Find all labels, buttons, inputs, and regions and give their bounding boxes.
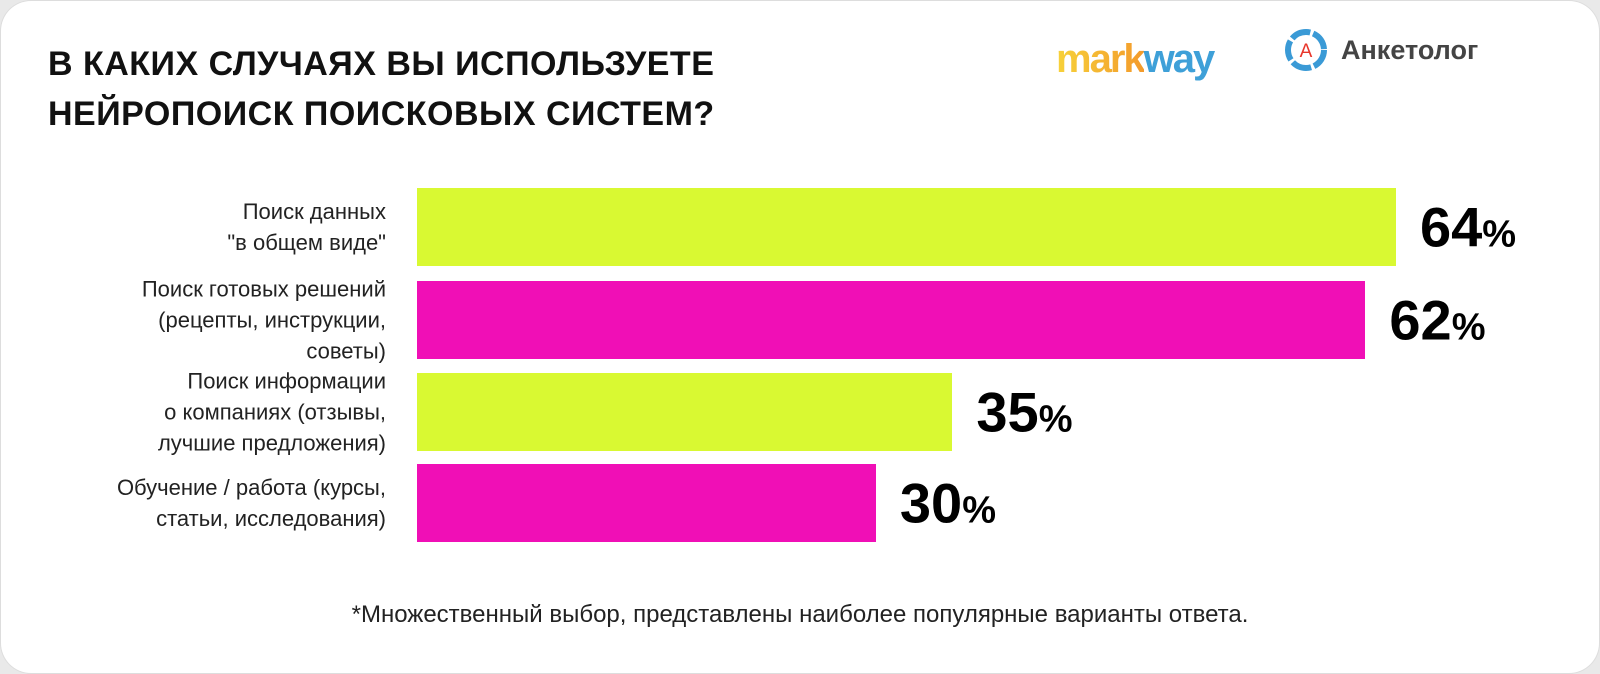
category-label-line: Обучение / работа (курсы, [116,475,386,500]
category-label: Поиск данных "в общем виде" [6,196,386,258]
value-label: 64% [1420,195,1516,260]
bar [417,188,1396,266]
value-unit: % [1038,398,1073,441]
category-label-line: (рецепты, инструкции, [158,307,386,333]
value-unit: % [962,489,996,532]
value-label: 30% [900,471,996,536]
value-unit: % [1451,306,1486,349]
anketolog-logo-text: Анкетолог [1341,34,1479,65]
chart-title: В КАКИХ СЛУЧАЯХ ВЫ ИСПОЛЬЗУЕТЕ НЕЙРОПОИС… [48,39,715,139]
anketolog-logo: А Анкетолог [1283,27,1478,73]
value-number: 30 [899,471,963,535]
anketolog-logo-letter: А [1300,41,1313,62]
value-label: 62% [1389,288,1485,353]
category-label: Поиск готовых решений (рецепты, инструкци… [6,274,386,367]
category-label-line: Поиск информации [187,368,386,394]
category-label-line: лучшие предложения) [157,430,386,456]
category-label: Поиск информации о компаниях (отзывы, лучш… [6,366,386,459]
bar-row: Поиск информации о компаниях (отзывы, лучш… [1,369,1599,456]
value-number: 64 [1420,195,1483,259]
category-label-line: "в общем виде" [227,230,386,255]
markway-logo-part: way [1143,37,1216,81]
title-line-1: В КАКИХ СЛУЧАЯХ ВЫ ИСПОЛЬЗУЕТЕ [48,45,715,83]
category-label-line: Поиск готовых решений [141,276,386,302]
markway-logo-part: mark [1056,37,1146,81]
footnote: *Множественный выбор, представлены наибо… [351,601,1249,628]
category-label-line: советы) [306,338,386,364]
bar [417,373,953,451]
bar-row: Обучение / работа (курсы, статьи, исследо… [1,464,1599,542]
category-label-line: Поиск данных [242,199,386,224]
bar [417,281,1366,359]
category-label-line: статьи, исследования) [156,506,386,531]
value-number: 35 [976,380,1039,444]
bar [417,464,876,542]
category-label-line: о компаниях (отзывы, [164,399,386,425]
value-unit: % [1482,213,1517,256]
title-line-2: НЕЙРОПОИСК ПОИСКОВЫХ СИСТЕМ? [48,95,715,133]
bar-row: Поиск готовых решений (рецепты, инструкци… [1,277,1599,364]
category-label: Обучение / работа (курсы, статьи, исследо… [6,472,386,534]
value-label: 35% [976,380,1072,445]
anketolog-logo-icon: А [1285,29,1327,71]
bar-row: Поиск данных "в общем виде" 64% [1,188,1599,266]
markway-logo: markway [1056,37,1216,82]
value-number: 62 [1389,288,1452,352]
